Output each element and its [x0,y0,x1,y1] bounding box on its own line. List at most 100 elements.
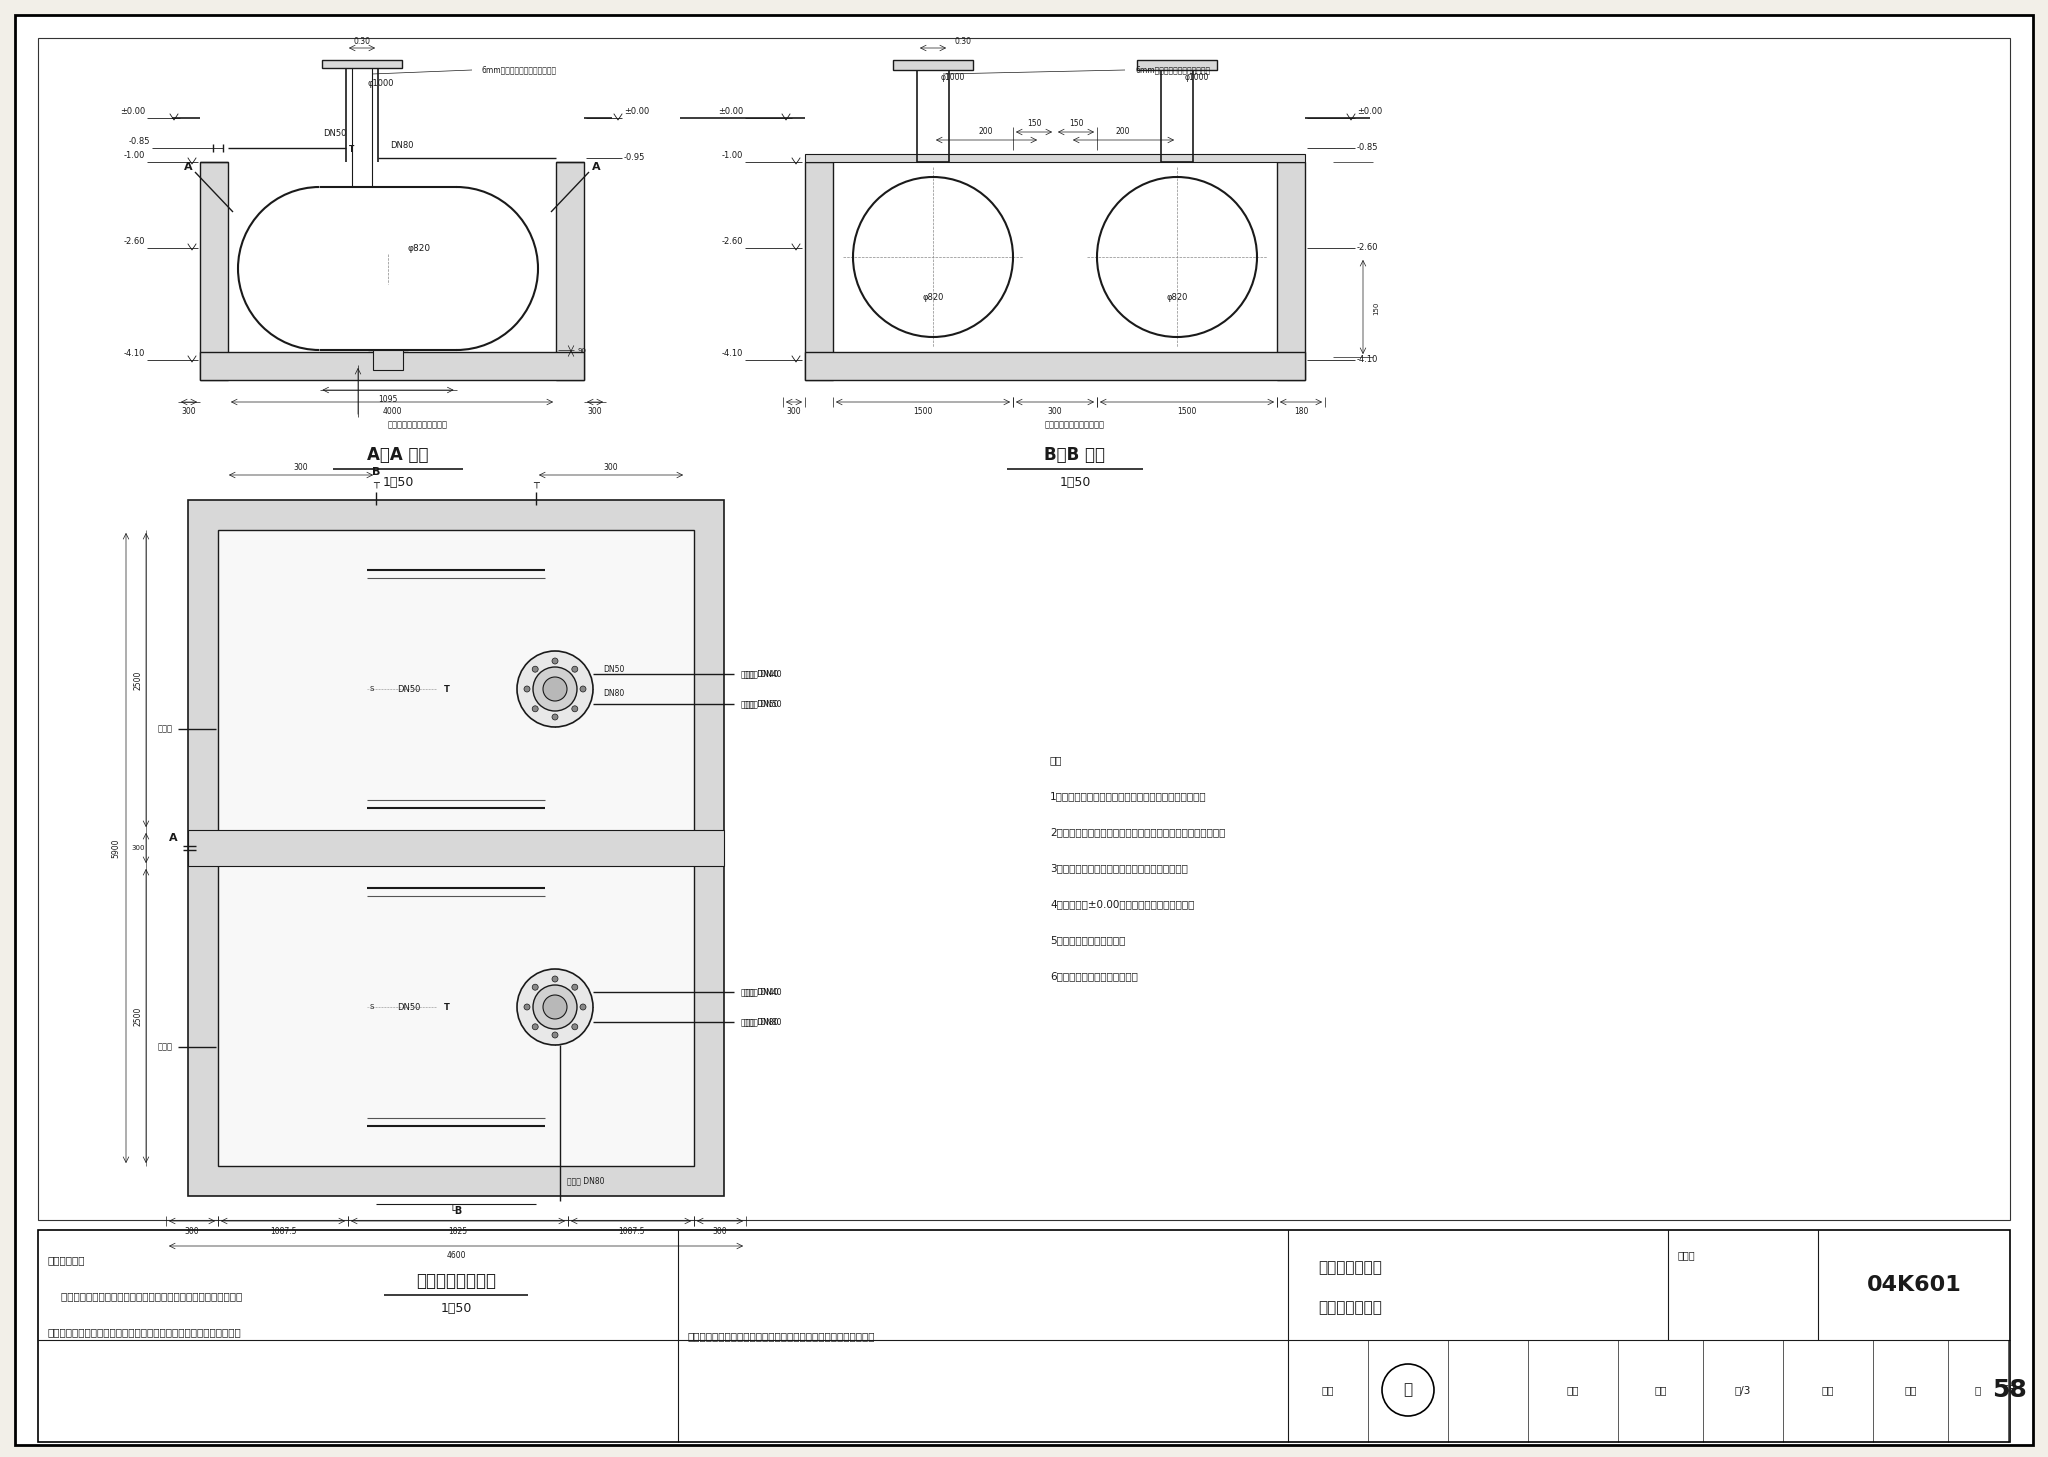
Text: 4600: 4600 [446,1252,465,1260]
Circle shape [571,983,578,991]
Text: 审核: 审核 [1321,1386,1333,1394]
Text: B－B 剖面: B－B 剖面 [1044,446,1106,463]
Circle shape [524,1004,530,1010]
Text: 300: 300 [588,408,602,417]
Text: ±0.00: ±0.00 [625,106,649,117]
Text: φ1000: φ1000 [1186,73,1210,83]
Text: 0.30: 0.30 [954,38,971,47]
Text: 1500: 1500 [1178,408,1196,417]
Bar [805,162,834,380]
Text: 300: 300 [786,408,801,417]
Bar [373,350,403,370]
Text: 页: 页 [1974,1386,1980,1394]
Text: 图号，凡无现成图纸可选，且需要交待设计意图的，尚需绘制详图。简: 图号，凡无现成图纸可选，且需要交待设计意图的，尚需绘制详图。简 [47,1327,242,1338]
Text: 排油管 DN80: 排油管 DN80 [743,1017,782,1027]
Text: S: S [371,1004,375,1010]
Bar [322,60,401,68]
Text: 排油管 DN80: 排油管 DN80 [741,1017,778,1027]
Bar [217,530,694,1166]
Text: DN80: DN80 [604,689,625,698]
Text: DN80: DN80 [391,141,414,150]
Text: φ820: φ820 [922,293,944,302]
Text: T: T [444,1002,451,1011]
Circle shape [532,1024,539,1030]
Text: └B: └B [449,1206,463,1217]
Text: 58: 58 [2003,1386,2015,1394]
Text: ┬: ┬ [532,479,539,490]
Text: -4.10: -4.10 [1358,356,1378,364]
Text: 校对: 校对 [1567,1386,1579,1394]
Text: -2.60: -2.60 [1358,243,1378,252]
Text: 4．本图所示±0.00为油罐室外绝对设计标高。: 4．本图所示±0.00为油罐室外绝对设计标高。 [1051,899,1194,909]
Text: -1.00: -1.00 [123,152,145,160]
Text: 6mm钢制盖板，压缝与油罐焊接: 6mm钢制盖板，压缝与油罐焊接 [481,66,557,74]
Bar [39,1230,2009,1442]
Text: ±0.00: ±0.00 [1358,106,1382,117]
Text: φ1000: φ1000 [940,73,965,83]
Text: -2.60: -2.60 [721,237,743,246]
Text: 储油罐安装详图: 储油罐安装详图 [1319,1301,1382,1316]
Circle shape [532,705,539,712]
Bar [805,154,1305,162]
Text: 油罐与油罐槽之间填满干砂: 油罐与油罐槽之间填满干砂 [387,421,449,430]
Text: 4000: 4000 [383,408,401,417]
Text: 1095: 1095 [379,395,397,405]
Text: DN50: DN50 [397,685,420,694]
Text: 审/3: 审/3 [1735,1386,1751,1394]
Text: T: T [348,146,354,154]
Text: 1．油罐应按制造厂的技术要求进行强度和严密性试验。: 1．油罐应按制造厂的技术要求进行强度和严密性试验。 [1051,791,1206,801]
Text: 300: 300 [713,1227,727,1236]
Bar [188,830,725,865]
Text: -2.60: -2.60 [123,237,145,246]
Text: 1825: 1825 [449,1227,467,1236]
Circle shape [543,995,567,1018]
Text: B: B [373,468,381,476]
Text: 5900: 5900 [111,838,121,858]
Text: 300: 300 [184,1227,199,1236]
Text: T: T [444,685,451,694]
Text: 各种设备及零部件施工安装，应注明采用的标准图、通用图的图名: 各种设备及零部件施工安装，应注明采用的标准图、通用图的图名 [47,1291,242,1301]
Text: -0.85: -0.85 [129,137,150,146]
Circle shape [543,678,567,701]
Bar [188,500,725,1196]
Text: 6mm钢制盖板，压缝与油罐焊接: 6mm钢制盖板，压缝与油罐焊接 [1135,66,1210,74]
Circle shape [1382,1364,1434,1416]
Bar [201,353,584,380]
Circle shape [532,666,539,672]
Text: φ1000: φ1000 [367,79,393,87]
Text: 通气管: 通气管 [158,724,172,733]
Circle shape [532,983,539,991]
Text: φ820: φ820 [408,243,432,254]
Text: 1：50: 1：50 [1059,476,1092,490]
Text: 1087.5: 1087.5 [270,1227,297,1236]
Text: 2500: 2500 [133,1007,143,1026]
Circle shape [553,714,557,720]
Text: 金跃: 金跃 [1655,1386,1667,1394]
Text: A: A [184,162,193,172]
Text: ┬: ┬ [373,479,379,490]
Text: 200: 200 [1116,128,1130,137]
Text: -0.95: -0.95 [625,153,645,163]
Circle shape [524,686,530,692]
Circle shape [571,705,578,712]
Text: 150: 150 [1069,119,1083,128]
Text: 180: 180 [1294,408,1309,417]
Text: -4.10: -4.10 [123,350,145,358]
Text: 南: 南 [1403,1383,1413,1397]
Circle shape [580,686,586,692]
Text: 供油管 DN40: 供油管 DN40 [743,670,782,679]
Circle shape [553,976,557,982]
Text: 供油管 DN40: 供油管 DN40 [741,670,778,679]
Circle shape [516,969,594,1045]
Text: 通气管: 通气管 [158,1043,172,1052]
Text: 【补充说明】: 【补充说明】 [47,1254,86,1265]
Text: 2500: 2500 [133,670,143,689]
Text: -0.85: -0.85 [1358,143,1378,153]
Text: ±0.00: ±0.00 [119,106,145,117]
Text: A: A [592,162,600,172]
Text: 吸油管 DN40: 吸油管 DN40 [743,988,782,997]
Circle shape [553,1032,557,1037]
Bar [201,162,227,380]
Circle shape [532,985,578,1029]
Text: 燃油蒸汽锅炉房: 燃油蒸汽锅炉房 [1319,1260,1382,1275]
